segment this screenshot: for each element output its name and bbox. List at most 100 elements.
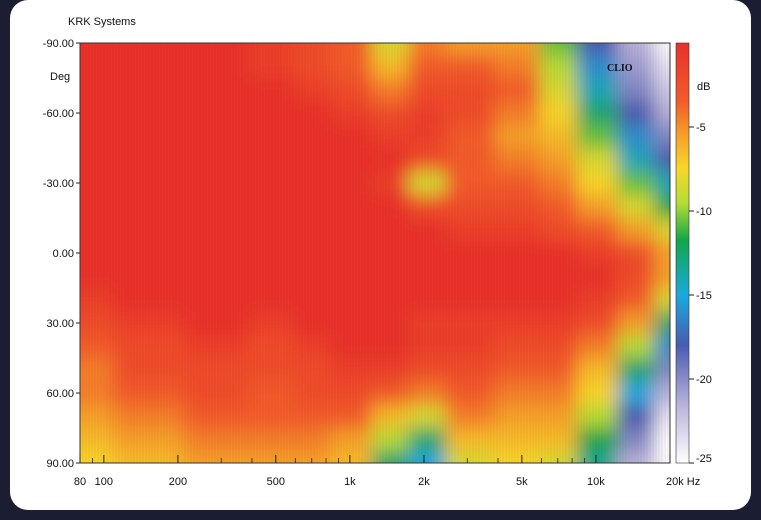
heatmap-cell <box>617 311 656 336</box>
heatmap-cell <box>576 43 619 56</box>
heatmap-cell <box>293 334 332 359</box>
heatmap-cell <box>494 241 541 266</box>
heatmap-cell <box>445 124 496 149</box>
heatmap-cell <box>184 404 250 429</box>
heatmap-cell <box>248 43 295 56</box>
heatmap-cell <box>184 101 250 126</box>
heatmap-cell <box>371 78 410 102</box>
heatmap-cell <box>494 194 541 219</box>
brand-label: KRK Systems <box>68 16 136 28</box>
heatmap-cell <box>248 78 295 102</box>
heatmap-cell <box>654 78 670 102</box>
clio-watermark: CLIO <box>607 63 633 74</box>
y-tick-label: -60.00 <box>43 108 74 120</box>
heatmap-cell <box>371 334 410 359</box>
x-tick-label: 10k <box>587 476 605 488</box>
heatmap-cell <box>113 101 185 126</box>
heatmap-cell <box>184 381 250 406</box>
heatmap-cell <box>80 311 115 336</box>
heatmap-cell <box>445 311 496 336</box>
heatmap-cell <box>445 78 496 102</box>
heatmap-cell <box>576 404 619 429</box>
heatmap-cell <box>293 381 332 406</box>
x-tick-label: 2k <box>418 476 430 488</box>
heatmap-cell <box>293 428 332 452</box>
heatmap-cell <box>80 218 115 242</box>
heatmap-cell <box>330 451 373 463</box>
heatmap-cell <box>248 101 295 126</box>
heatmap-cell <box>539 451 578 463</box>
heatmap-cell <box>408 381 447 406</box>
heatmap-cell <box>184 171 250 196</box>
heatmap-cell <box>539 264 578 289</box>
heatmap-cell <box>654 381 670 406</box>
heatmap-cell <box>617 43 656 56</box>
heatmap-cell <box>494 451 541 463</box>
x-tick-label: 20k Hz <box>666 476 700 488</box>
heatmap-cell <box>539 171 578 196</box>
heatmap-cell <box>113 78 185 102</box>
heatmap-cell <box>293 78 332 102</box>
heatmap-cell <box>248 171 295 196</box>
heatmap-cell <box>293 124 332 149</box>
heatmap-cell <box>617 194 656 219</box>
heatmap-cell <box>184 43 250 56</box>
heatmap-cell <box>539 241 578 266</box>
heatmap-cell <box>113 311 185 336</box>
heatmap-cell <box>539 404 578 429</box>
heatmap-cell <box>576 311 619 336</box>
colorbar-tick-label: -10 <box>696 206 712 218</box>
heatmap-cell <box>654 451 670 463</box>
heatmap-cell <box>113 404 185 429</box>
heatmap-cell <box>494 43 541 56</box>
heatmap-cell <box>408 358 447 382</box>
heatmap-cell <box>248 241 295 266</box>
heatmap-cell <box>654 218 670 242</box>
heatmap-cell <box>184 428 250 452</box>
heatmap-cell <box>293 241 332 266</box>
heatmap-cell <box>494 218 541 242</box>
heatmap-cell <box>113 218 185 242</box>
heatmap-cell <box>371 124 410 149</box>
heatmap-cell <box>184 311 250 336</box>
heatmap-cell <box>371 171 410 196</box>
heatmap-cell <box>330 404 373 429</box>
heatmap-cell <box>113 148 185 172</box>
heatmap-cell <box>494 148 541 172</box>
heatmap-cell <box>617 218 656 242</box>
heatmap-cell <box>80 264 115 289</box>
heatmap-cell <box>654 148 670 172</box>
heatmap-cell <box>654 101 670 126</box>
heatmap-cell <box>445 451 496 463</box>
y-axis: -90.00 -60.00 -30.00 0.00 30.00 60.00 90.00 <box>43 38 80 470</box>
heatmap-cell <box>576 78 619 102</box>
y-tick-label: -30.00 <box>43 178 74 190</box>
heatmap-cell <box>113 43 185 56</box>
heatmap-cell <box>494 381 541 406</box>
heatmap-cell <box>617 171 656 196</box>
heatmap-cell <box>494 428 541 452</box>
x-tick-label: 200 <box>169 476 187 488</box>
colorbar-unit: dB <box>697 81 710 93</box>
heatmap-cell <box>80 334 115 359</box>
heatmap-cell <box>494 171 541 196</box>
heatmap-cell <box>330 241 373 266</box>
heatmap-cell <box>330 358 373 382</box>
heatmap-cell <box>654 194 670 219</box>
heatmap-cell <box>293 404 332 429</box>
heatmap-cell <box>293 43 332 56</box>
heatmap-cell <box>80 78 115 102</box>
heatmap-cell <box>539 148 578 172</box>
heatmap-cell <box>494 358 541 382</box>
heatmap-cell <box>576 218 619 242</box>
heatmap-cell <box>80 148 115 172</box>
heatmap-cell <box>80 194 115 219</box>
heatmap-cell <box>617 78 656 102</box>
heatmap-cell <box>539 54 578 79</box>
heatmap-cell <box>293 171 332 196</box>
heatmap-cell <box>494 78 541 102</box>
heatmap-cell <box>80 404 115 429</box>
heatmap-cell <box>371 241 410 266</box>
heatmap-cell <box>408 43 447 56</box>
